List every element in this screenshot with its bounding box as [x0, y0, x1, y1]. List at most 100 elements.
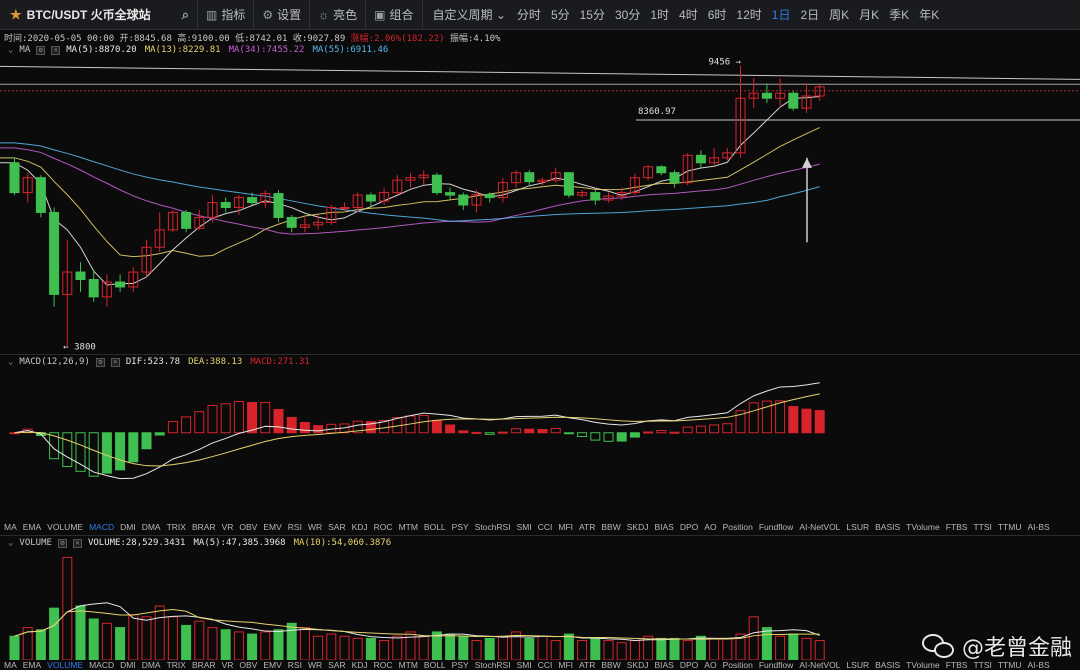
indicator-tab[interactable]: MA	[4, 660, 17, 670]
indicator-tab[interactable]: AO	[704, 660, 717, 670]
period-tab[interactable]: 5分	[550, 8, 570, 22]
collapse-icon[interactable]: ⌄	[8, 357, 14, 367]
indicator-tab[interactable]: VR	[221, 522, 234, 532]
indicator-tab[interactable]: SKDJ	[626, 522, 649, 532]
volume-settings-icon[interactable]: ⚙	[57, 538, 67, 548]
indicator-tab[interactable]: CCI	[537, 660, 553, 670]
indicator-tab[interactable]: VOLUME	[47, 522, 84, 532]
indicator-tab[interactable]: CCI	[537, 522, 553, 532]
indicator-tab[interactable]: BBW	[601, 522, 621, 532]
indicator-tab[interactable]: BIAS	[654, 660, 674, 670]
indicator-tab[interactable]: MACD	[89, 660, 115, 670]
indicator-tab[interactable]: AI-NetVOL	[799, 522, 841, 532]
indicator-tab[interactable]: StochRSI	[474, 522, 511, 532]
indicator-tab[interactable]: FTBS	[945, 522, 968, 532]
indicator-tab[interactable]: DMA	[141, 660, 161, 670]
indicator-tab[interactable]: DPO	[679, 522, 699, 532]
indicator-tab[interactable]: Position	[722, 660, 753, 670]
indicator-tab[interactable]: MFI	[558, 522, 573, 532]
indicator-tab[interactable]: AI-BS	[1027, 522, 1050, 532]
indicator-tab[interactable]: WR	[307, 660, 323, 670]
period-tab[interactable]: 分时	[516, 8, 541, 22]
indicator-tab[interactable]: WR	[307, 522, 323, 532]
period-tab[interactable]: 2日	[800, 8, 820, 22]
indicator-tab[interactable]: SAR	[328, 522, 346, 532]
period-tab[interactable]: 季K	[889, 8, 910, 22]
indicator-tab[interactable]: LSUR	[846, 522, 870, 532]
indicator-tab[interactable]: BIAS	[654, 522, 674, 532]
indicator-tab[interactable]: AI-BS	[1027, 660, 1050, 670]
symbol-selector[interactable]: ★ BTC/USDT 火币全球站 ⌕	[0, 0, 198, 29]
indicator-tab[interactable]: TTSI	[973, 660, 992, 670]
collapse-icon[interactable]: ⌄	[8, 538, 14, 548]
settings-button[interactable]: ⚙ 设置	[254, 0, 311, 29]
period-tab[interactable]: 周K	[829, 8, 850, 22]
ma-close-icon[interactable]: ×	[51, 45, 61, 55]
indicator-tab[interactable]: EMA	[22, 660, 42, 670]
indicator-tab[interactable]: TTSI	[973, 522, 992, 532]
indicator-tab[interactable]: ROC	[373, 660, 393, 670]
indicator-tab[interactable]: BOLL	[423, 522, 446, 532]
price-chart[interactable]: 9456 → ← 3800 8360.97	[0, 56, 1080, 354]
indicator-tab[interactable]: RSI	[287, 522, 302, 532]
indicator-tab[interactable]: TRIX	[166, 522, 186, 532]
indicator-button[interactable]: ▥ 指标	[198, 0, 255, 29]
favorite-star-icon[interactable]: ★	[10, 6, 22, 22]
indicator-tab[interactable]: EMV	[263, 522, 282, 532]
search-icon[interactable]: ⌕	[181, 6, 189, 22]
period-tab[interactable]: 1时	[650, 8, 670, 22]
indicator-tab[interactable]: OBV	[239, 522, 258, 532]
indicator-tab[interactable]: FTBS	[945, 660, 968, 670]
indicator-tab[interactable]: VOLUME	[47, 660, 84, 670]
indicator-tab[interactable]: TRIX	[166, 660, 186, 670]
indicator-tab[interactable]: AO	[704, 522, 717, 532]
pane-divider[interactable]	[0, 535, 1080, 536]
indicator-tab[interactable]: MTM	[398, 522, 418, 532]
indicator-tab[interactable]: MTM	[398, 660, 418, 670]
indicator-tab[interactable]: SKDJ	[626, 660, 649, 670]
indicator-tab[interactable]: SAR	[328, 660, 346, 670]
macd-chart[interactable]	[0, 368, 1080, 516]
indicator-tab[interactable]: Fundflow	[758, 522, 794, 532]
indicator-tab[interactable]: EMA	[22, 522, 42, 532]
layout-button[interactable]: ▣ 组合	[366, 0, 423, 29]
indicator-tab[interactable]: BRAR	[191, 660, 216, 670]
ma-settings-icon[interactable]: ⚙	[36, 45, 46, 55]
indicator-tab[interactable]: MA	[4, 522, 17, 532]
indicator-tab[interactable]: BRAR	[191, 522, 216, 532]
indicator-tab[interactable]: AI-NetVOL	[799, 660, 841, 670]
indicator-tab[interactable]: DPO	[679, 660, 699, 670]
indicator-tab[interactable]: ATR	[579, 522, 596, 532]
theme-button[interactable]: ☼ 亮色	[310, 0, 367, 29]
indicator-tab[interactable]: TVolume	[906, 660, 940, 670]
indicator-tab[interactable]: LSUR	[846, 660, 870, 670]
indicator-tab[interactable]: ATR	[579, 660, 596, 670]
indicator-tab[interactable]: Fundflow	[758, 660, 794, 670]
period-tab[interactable]: 4时	[679, 8, 698, 22]
period-tab[interactable]: 15分	[579, 8, 605, 22]
indicator-tab[interactable]: OBV	[239, 660, 258, 670]
period-tab[interactable]: 年K	[919, 8, 940, 22]
indicator-tab[interactable]: SMI	[516, 522, 532, 532]
macd-close-icon[interactable]: ×	[110, 357, 120, 367]
indicator-tab[interactable]: RSI	[287, 660, 302, 670]
indicator-tab[interactable]: DMA	[141, 522, 161, 532]
indicator-tab[interactable]: KDJ	[351, 522, 368, 532]
period-tab[interactable]: 12时	[736, 8, 762, 22]
indicator-tab[interactable]: ROC	[373, 522, 393, 532]
period-tab[interactable]: 1日	[771, 8, 791, 22]
indicator-tab[interactable]: StochRSI	[474, 660, 511, 670]
indicator-tab[interactable]: TTMU	[997, 660, 1022, 670]
collapse-icon[interactable]: ⌄	[8, 45, 14, 55]
volume-close-icon[interactable]: ×	[72, 538, 82, 548]
indicator-tab[interactable]: PSY	[451, 660, 469, 670]
indicator-tab[interactable]: VR	[221, 660, 234, 670]
period-tab[interactable]: 月K	[859, 8, 880, 22]
indicator-tab[interactable]: BASIS	[875, 522, 901, 532]
indicator-tab[interactable]: MFI	[558, 660, 573, 670]
macd-settings-icon[interactable]: ⚙	[95, 357, 105, 367]
indicator-tab[interactable]: KDJ	[351, 660, 368, 670]
indicator-tab[interactable]: PSY	[451, 522, 469, 532]
indicator-tab[interactable]: DMI	[120, 522, 136, 532]
indicator-tab[interactable]: MACD	[89, 522, 115, 532]
